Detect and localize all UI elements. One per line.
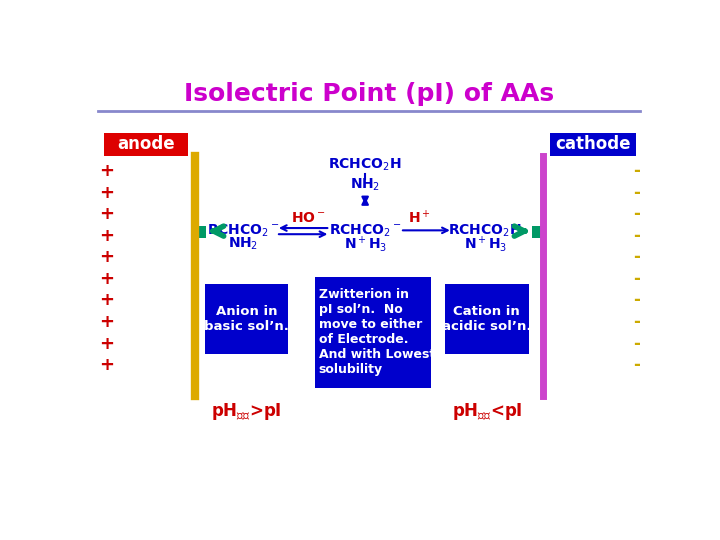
Text: +: + [99,313,114,331]
FancyBboxPatch shape [315,276,431,388]
Text: Cation in
acidic sol’n.: Cation in acidic sol’n. [442,305,531,333]
Text: Isolectric Point (pI) of AAs: Isolectric Point (pI) of AAs [184,82,554,106]
Text: +: + [99,335,114,353]
FancyBboxPatch shape [104,132,188,156]
Text: -: - [633,248,640,266]
Text: -: - [633,335,640,353]
Text: H$^+$: H$^+$ [408,210,431,227]
Text: +: + [99,205,114,223]
Text: +: + [99,227,114,245]
Text: RCHCO$_2$H: RCHCO$_2$H [449,222,522,239]
FancyBboxPatch shape [532,226,543,238]
Text: +: + [99,162,114,180]
Text: N$^+$H$_3$: N$^+$H$_3$ [343,234,387,254]
Text: -: - [633,356,640,374]
Text: pH$_{溶液}$<pI: pH$_{溶液}$<pI [451,401,522,422]
Text: +: + [99,184,114,201]
Text: RCHCO$_2$$^-$: RCHCO$_2$$^-$ [329,222,401,239]
FancyBboxPatch shape [445,284,528,354]
Text: HO$^-$: HO$^-$ [292,211,326,225]
Text: +: + [99,270,114,288]
Text: +: + [99,292,114,309]
Text: anode: anode [117,135,175,153]
Text: -: - [633,184,640,201]
Text: -: - [633,313,640,331]
Text: -: - [633,292,640,309]
Text: cathode: cathode [555,135,631,153]
FancyBboxPatch shape [204,284,289,354]
Text: -: - [633,162,640,180]
Text: +: + [99,356,114,374]
Text: -: - [633,205,640,223]
Text: Anion in
basic sol’n.: Anion in basic sol’n. [204,305,289,333]
Text: NH$_2$: NH$_2$ [350,177,380,193]
Text: NH$_2$: NH$_2$ [228,236,258,252]
Text: N$^+$H$_3$: N$^+$H$_3$ [464,234,507,254]
FancyBboxPatch shape [550,132,636,156]
Text: +: + [99,248,114,266]
Text: Zwitterion in
pI sol’n.  No
move to either
of Electrode.
And with Lowest
solubil: Zwitterion in pI sol’n. No move to eithe… [319,288,435,376]
FancyBboxPatch shape [195,226,206,238]
Text: RCHCO$_2$H: RCHCO$_2$H [328,157,402,173]
Text: pH$_{溶液}$>pI: pH$_{溶液}$>pI [211,401,282,422]
Text: -: - [633,227,640,245]
Text: -: - [633,270,640,288]
Text: RCHCO$_2$$^-$: RCHCO$_2$$^-$ [207,222,279,239]
